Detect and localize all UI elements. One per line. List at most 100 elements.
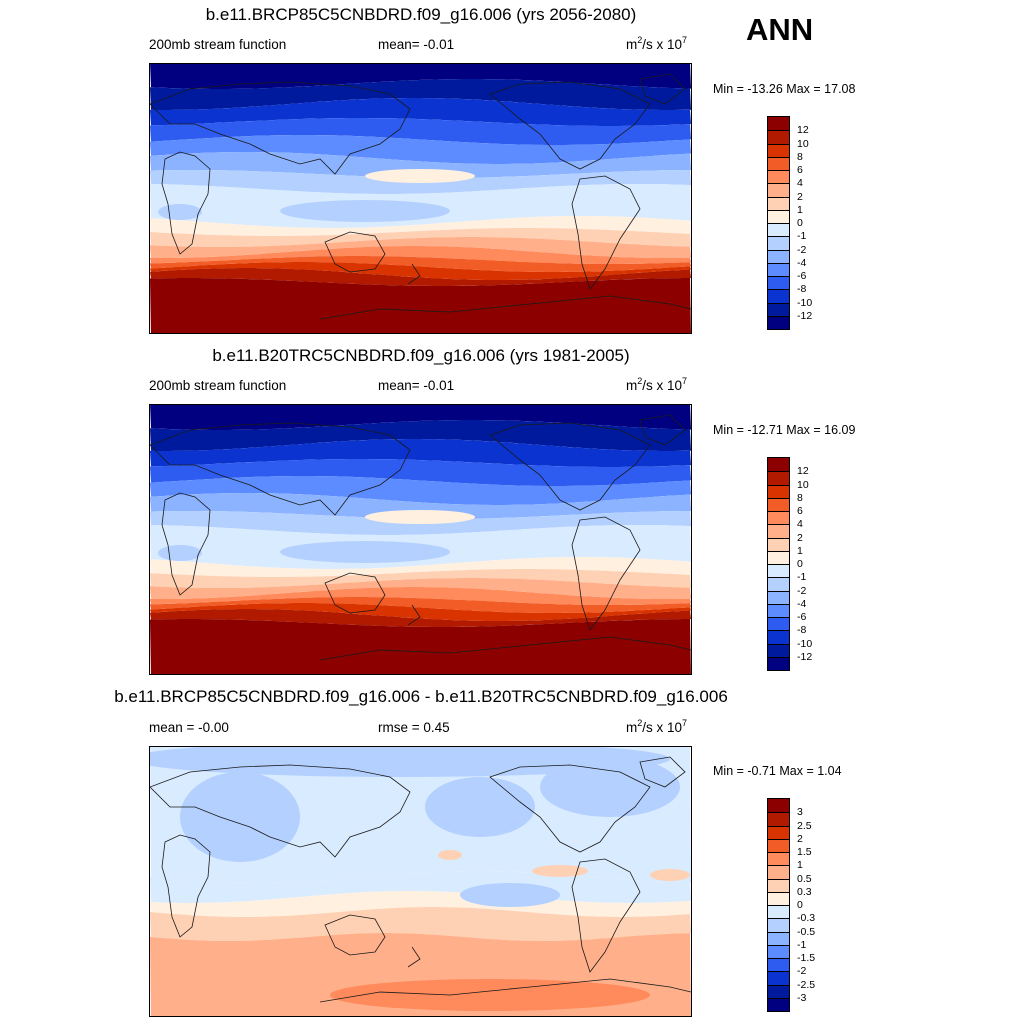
contour-band	[150, 246, 691, 264]
panel-1-units: m2/s x 107	[626, 35, 688, 52]
contour-band	[150, 152, 691, 178]
colorbar-box	[768, 971, 789, 985]
coastline	[639, 73, 686, 105]
colorbar-box	[768, 511, 789, 525]
colorbar-box	[768, 458, 789, 472]
coastline	[161, 151, 211, 255]
colorbar-box	[768, 603, 789, 617]
colorbar-box	[768, 812, 789, 826]
colorbar-box	[768, 931, 789, 945]
colorbar-box	[768, 617, 789, 631]
coastline	[571, 175, 641, 290]
contour-band	[150, 420, 691, 451]
colorbar-tick-label: 3	[797, 806, 803, 819]
colorbar-box	[768, 262, 789, 276]
contour-band	[150, 268, 691, 286]
colorbar-tick-label: -2	[797, 243, 807, 256]
colorbar-box	[768, 838, 789, 852]
colorbar-tick-label: -8	[797, 624, 807, 637]
contour-band	[150, 439, 691, 467]
colorbar-tick-label: 1	[797, 203, 803, 216]
colorbar-box	[768, 302, 789, 316]
panel-2-title: b.e11.B20TRC5CNBDRD.f09_g16.006 (yrs 198…	[212, 346, 630, 365]
colorbar-box	[768, 878, 789, 892]
colorbar-box	[768, 524, 789, 538]
colorbar-tick-label: 1	[797, 544, 803, 557]
colorbar-tick-label: -4	[797, 256, 807, 269]
colorbar-box	[768, 630, 789, 644]
contour-cell	[330, 979, 650, 1011]
colorbar-box	[768, 471, 789, 485]
colorbar-tick-label: -1.5	[797, 952, 816, 964]
contour-band	[150, 578, 691, 599]
coastline	[161, 492, 211, 596]
contour-band	[150, 405, 691, 430]
contour-band	[150, 135, 691, 164]
colorbar-tick-label: -0.5	[797, 925, 816, 938]
colorbar-tick-label: -3	[797, 991, 807, 1004]
colorbar-tick-label: -10	[797, 637, 813, 650]
colorbar-box	[768, 590, 789, 604]
colorbar-tick-label: 8	[797, 150, 803, 163]
colorbar-box	[768, 852, 789, 866]
coastline	[150, 81, 411, 175]
contour-cell	[438, 850, 462, 860]
contour-band	[150, 587, 691, 605]
colorbar-tick-label: 2.5	[797, 819, 812, 832]
contour-cell	[280, 200, 450, 222]
contour-band	[150, 278, 691, 333]
contour-band	[150, 907, 691, 941]
colorbar-tick-label: -4	[797, 597, 807, 610]
contour-cell	[540, 757, 680, 817]
coastline	[489, 764, 651, 853]
panel-1-mean-label: mean= -0.01	[378, 37, 455, 52]
colorbar-box	[768, 550, 789, 564]
panel-1-map	[149, 63, 692, 334]
contour-band	[150, 557, 691, 577]
contour-band	[150, 216, 691, 236]
colorbar-box	[768, 537, 789, 551]
contour-band	[150, 118, 691, 145]
colorbar-tick-label: 8	[797, 491, 803, 504]
coastline	[571, 516, 641, 631]
colorbar-box	[768, 289, 789, 303]
panel-1-minmax: Min = -13.26 Max = 17.08	[713, 82, 856, 96]
colorbar-tick-label: -2	[797, 965, 807, 978]
colorbar-box	[768, 143, 789, 157]
colorbar-box	[768, 891, 789, 905]
panel-2-units: m2/s x 107	[626, 376, 688, 393]
contour-band	[150, 609, 691, 627]
contour-band	[150, 493, 691, 519]
panel-3-mean-label: mean = -0.00	[149, 720, 229, 735]
colorbar-tick-label: 1.5	[797, 846, 812, 858]
panel-3-minmax: Min = -0.71 Max = 1.04	[713, 764, 842, 778]
colorbar-tick-label: 4	[797, 518, 803, 531]
colorbar-tick-label: -0.3	[797, 912, 816, 925]
colorbar-tick-label: -12	[797, 650, 813, 663]
panel-1-variable-label: 200mb stream function	[149, 37, 287, 52]
colorbar-box	[768, 236, 789, 250]
contour-band	[150, 237, 691, 258]
coastline	[319, 978, 691, 1003]
colorbar-tick-label: -2.5	[797, 978, 816, 991]
colorbar-box	[768, 196, 789, 210]
coastline	[319, 636, 691, 661]
colorbar-tick-label: 0	[797, 899, 803, 911]
colorbar-box	[768, 997, 789, 1011]
contour-band	[150, 603, 691, 621]
panel-1-title: b.e11.BRCP85C5CNBDRD.f09_g16.006 (yrs 20…	[205, 5, 637, 24]
colorbar-box	[768, 643, 789, 657]
colorbar-tick-label: 10	[797, 137, 809, 150]
contour-cell	[158, 545, 202, 561]
season-label: ANN	[746, 12, 814, 47]
contour-cell	[532, 865, 588, 877]
colorbar-tick-label: -10	[797, 296, 813, 309]
contour-band	[150, 98, 691, 126]
panel-3-colorbar	[767, 798, 790, 1012]
panel-3-title: b.e11.BRCP85C5CNBDRD.f09_g16.006 - b.e11…	[114, 687, 728, 706]
colorbar-tick-label: 6	[797, 505, 803, 517]
contour-band	[150, 228, 691, 247]
colorbar-box	[768, 958, 789, 972]
colorbar-box	[768, 905, 789, 919]
contour-band	[150, 891, 691, 917]
